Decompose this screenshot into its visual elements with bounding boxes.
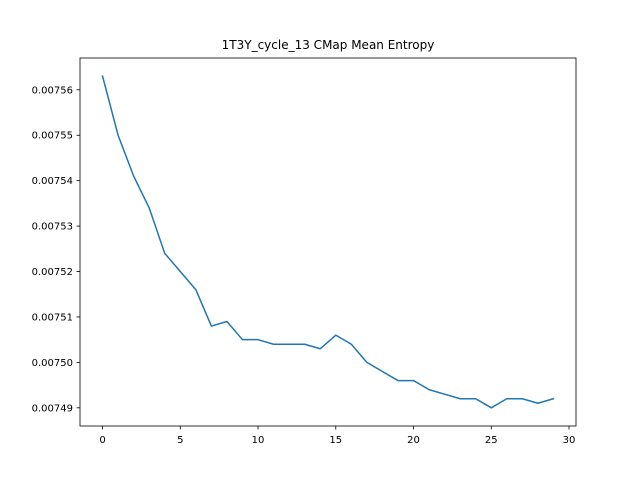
x-tick-label: 20 <box>407 435 420 446</box>
x-tick-label: 30 <box>563 435 576 446</box>
axes-frame <box>79 57 577 427</box>
y-tick-label: 0.00753 <box>32 222 73 233</box>
y-tick-label: 0.00751 <box>32 312 73 323</box>
x-tick-label: 5 <box>177 435 183 446</box>
y-tick-label: 0.00749 <box>32 403 73 414</box>
x-tick-label: 25 <box>485 435 498 446</box>
y-tick-label: 0.00754 <box>32 176 73 187</box>
y-tick-label: 0.00755 <box>32 131 73 142</box>
x-tick-label: 10 <box>252 435 265 446</box>
series-line-0 <box>101 75 555 409</box>
chart-title: 1T3Y_cycle_13 CMap Mean Entropy <box>222 38 435 52</box>
y-tick-label: 0.00756 <box>32 85 73 96</box>
y-tick-label: 0.00752 <box>32 267 73 278</box>
x-tick-label: 0 <box>99 435 105 446</box>
y-tick-label: 0.00750 <box>32 358 73 369</box>
plot-area: 0 5 10 15 20 25 30 0.00749 0.00750 0.00751 0.00752… <box>32 57 577 446</box>
x-tick-label: 15 <box>329 435 342 446</box>
